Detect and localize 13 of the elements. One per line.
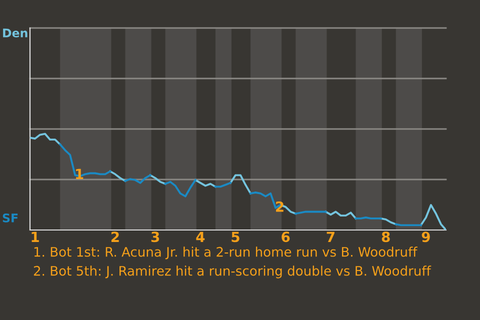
text: 2. Bot 5th: J. Ramirez hit a run-scoring double vs B. Woodruff xyxy=(34,266,432,278)
x-tick-label: 4 xyxy=(196,232,205,242)
x-tick-label: 2 xyxy=(111,232,119,242)
x-tick-label: 5 xyxy=(232,232,240,242)
x-tick-label: 6 xyxy=(282,232,290,242)
text: SF xyxy=(2,213,18,222)
text: 1. Bot 1st: R. Acuna Jr. hit a 2-run home run vs B. Woodruff xyxy=(34,246,418,260)
x-tick-label: 1 xyxy=(32,232,39,242)
x-tick-label: 9 xyxy=(422,232,430,242)
x-tick-label: 8 xyxy=(382,232,390,242)
x-tick-label: 7 xyxy=(326,232,334,242)
x-tick-label: 3 xyxy=(151,232,160,242)
text: Den xyxy=(3,28,28,38)
